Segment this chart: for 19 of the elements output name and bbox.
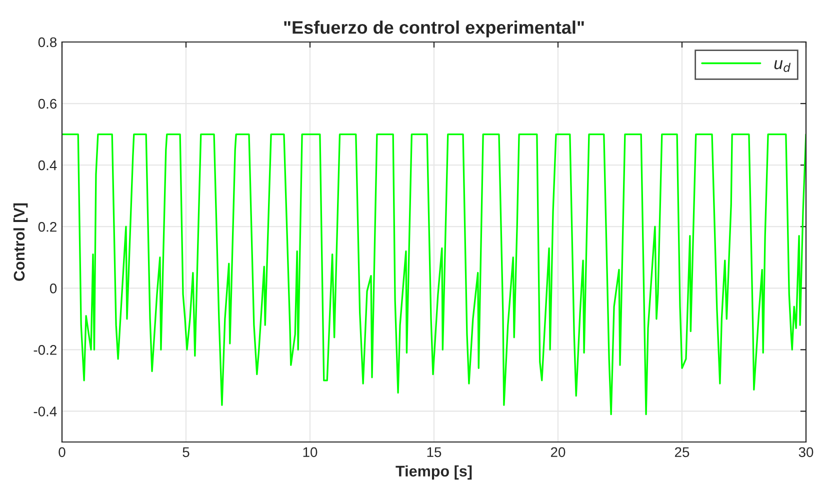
x-tick-label: 5 (182, 447, 190, 458)
x-tick-label: 10 (303, 447, 318, 458)
y-tick-label: -0.4 (34, 406, 57, 416)
y-tick-label: 0.2 (38, 222, 56, 232)
x-tick-label: 20 (550, 447, 566, 458)
x-tick-label: 0 (58, 447, 66, 458)
x-axis-title: Tiempo [s] (396, 465, 472, 480)
y-axis-title: Control [V] (13, 203, 28, 281)
y-tick-label: 0.4 (38, 160, 57, 170)
y-tick-label: 0.8 (38, 37, 57, 48)
y-tick-label: -0.2 (34, 345, 56, 355)
x-tick-label: 30 (798, 447, 814, 458)
chart-title: "Esfuerzo de control experimental" (284, 20, 584, 38)
line-series (62, 133, 806, 416)
x-tick-label: 15 (427, 447, 442, 458)
y-tick-label: 0.6 (38, 98, 57, 109)
x-tick-label: 25 (674, 447, 690, 458)
legend-label: u$_{d}$ (774, 60, 791, 72)
y-tick-label: 0 (50, 283, 57, 294)
